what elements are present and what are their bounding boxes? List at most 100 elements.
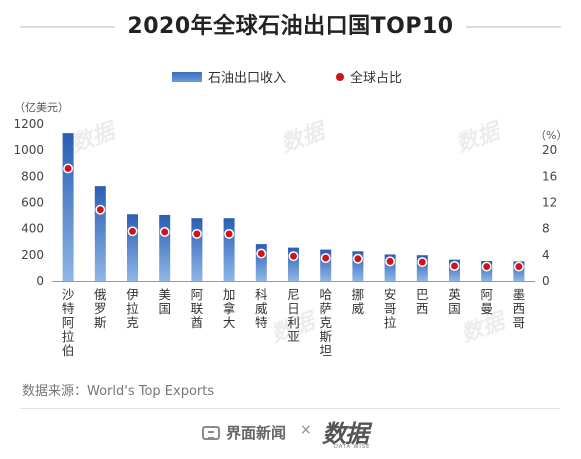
chart-plot: 020040060080010001200048121620沙特阿拉伯俄罗斯伊拉…: [13, 117, 557, 358]
y-left-tick-label: 1200: [13, 117, 44, 131]
legend-dot-swatch: [336, 72, 344, 81]
legend-item-revenue: 石油出口收入: [172, 67, 286, 86]
chart-title: 2020年全球石油出口国TOP10: [127, 14, 454, 39]
x-tick-label: 克: [319, 315, 332, 330]
legend-label-revenue: 石油出口收入: [208, 71, 287, 86]
point-share: [288, 251, 299, 262]
x-tick-label: 加: [223, 287, 236, 302]
x-tick-label: 西: [513, 301, 526, 316]
x-tick-label: 国: [158, 301, 171, 316]
bar-revenue: [62, 133, 74, 281]
x-tick-label: 安: [384, 287, 397, 302]
point-share: [449, 261, 460, 271]
x-tick-label: 墨: [513, 287, 526, 302]
bar-revenue: [191, 218, 203, 281]
x-tick-label: 国: [448, 301, 461, 316]
bar-revenue: [352, 251, 364, 281]
x-tick-label: 酋: [191, 315, 204, 330]
x-tick-label: 俄: [94, 287, 107, 302]
x-tick-label: 美: [158, 287, 171, 302]
x-tick-label: 坦: [319, 343, 332, 358]
x-tick-label: 斯: [94, 315, 107, 330]
left-axis-unit: （亿美元）: [14, 101, 69, 114]
footer: 界面新闻 × 数据 DATA WISE: [0, 414, 581, 450]
point-share: [513, 261, 524, 272]
bar-revenue: [288, 247, 299, 281]
point-share: [127, 226, 138, 237]
brand-jiemian-label: 界面新闻: [226, 424, 287, 442]
x-tick-label: 大: [223, 315, 236, 330]
point-share: [417, 257, 428, 267]
bar-revenue: [94, 186, 106, 281]
x-tick-label: 挪: [352, 287, 365, 302]
y-right-tick-label: 20: [542, 143, 557, 157]
y-left-tick-label: 200: [21, 248, 44, 262]
x-tick-label: 拉: [384, 315, 397, 330]
y-right-tick-label: 12: [542, 196, 557, 210]
point-share: [352, 253, 363, 264]
x-tick-label: 哥: [384, 301, 397, 316]
legend-label-share: 全球占比: [350, 71, 403, 86]
x-tick-label: 拉: [126, 301, 139, 316]
point-share: [481, 261, 492, 272]
x-tick-label: 亚: [287, 329, 300, 344]
x-tick-label: 日: [287, 301, 300, 316]
y-right-tick-label: 0: [542, 274, 550, 288]
x-tick-label: 萨: [319, 301, 332, 316]
bar-revenue: [320, 249, 332, 281]
x-tick-label: 利: [287, 315, 300, 330]
chart-title-bar: 2020年全球石油出口国TOP10: [0, 10, 581, 44]
point-share: [191, 228, 202, 239]
x-tick-label: 阿: [191, 287, 204, 302]
y-left-tick-label: 400: [21, 222, 44, 236]
x-tick-label: 拿: [223, 301, 236, 316]
title-divider-right: [466, 26, 561, 28]
data-source: 数据来源：World's Top Exports: [22, 384, 215, 399]
point-share: [224, 228, 235, 239]
brand-separator: ×: [300, 422, 312, 438]
x-tick-label: 阿: [62, 315, 75, 330]
point-share: [320, 253, 331, 264]
brand-datawise: 数据: [322, 420, 369, 448]
bar-revenue: [127, 214, 138, 281]
y-left-tick-label: 600: [21, 196, 44, 210]
y-right-tick-label: 16: [542, 169, 557, 183]
brand-jiemian: 界面新闻: [202, 422, 286, 443]
point-share: [256, 248, 267, 259]
x-tick-label: 科: [255, 287, 268, 302]
x-tick-label: 联: [191, 301, 204, 316]
bar-revenue: [255, 244, 267, 281]
x-tick-label: 威: [352, 301, 365, 316]
right-axis-unit: （%）: [535, 129, 568, 142]
x-tick-label: 伯: [62, 343, 75, 358]
brand-datawise-sub: DATA WISE: [334, 444, 371, 450]
x-tick-label: 巴: [416, 287, 429, 302]
point-share: [63, 163, 74, 174]
title-divider-left: [20, 26, 115, 28]
jiemian-logo-icon: [202, 425, 220, 440]
footer-divider: [20, 408, 560, 409]
x-tick-label: 曼: [480, 301, 493, 316]
y-right-tick-label: 8: [542, 222, 550, 236]
x-tick-label: 哈: [319, 287, 332, 302]
x-tick-label: 罗: [94, 301, 107, 316]
x-tick-label: 西: [416, 301, 429, 316]
legend-bar-swatch: [172, 71, 202, 82]
x-tick-label: 哥: [513, 315, 526, 330]
bar-revenue: [223, 218, 235, 281]
x-tick-label: 沙: [62, 287, 75, 302]
x-tick-label: 阿: [480, 287, 493, 302]
y-left-tick-label: 0: [36, 274, 44, 288]
point-share: [159, 226, 170, 237]
x-tick-label: 克: [126, 315, 139, 330]
y-left-tick-label: 1000: [13, 143, 44, 157]
bar-revenue: [416, 255, 428, 281]
bar-revenue: [159, 214, 171, 281]
point-share: [95, 204, 106, 215]
legend-item-share: 全球占比: [336, 67, 402, 86]
x-tick-label: 斯: [319, 329, 332, 344]
x-tick-label: 威: [255, 301, 268, 316]
y-right-tick-label: 4: [542, 248, 550, 262]
chart-legend: 石油出口收入 全球占比: [0, 67, 581, 86]
x-tick-label: 英: [448, 287, 461, 302]
